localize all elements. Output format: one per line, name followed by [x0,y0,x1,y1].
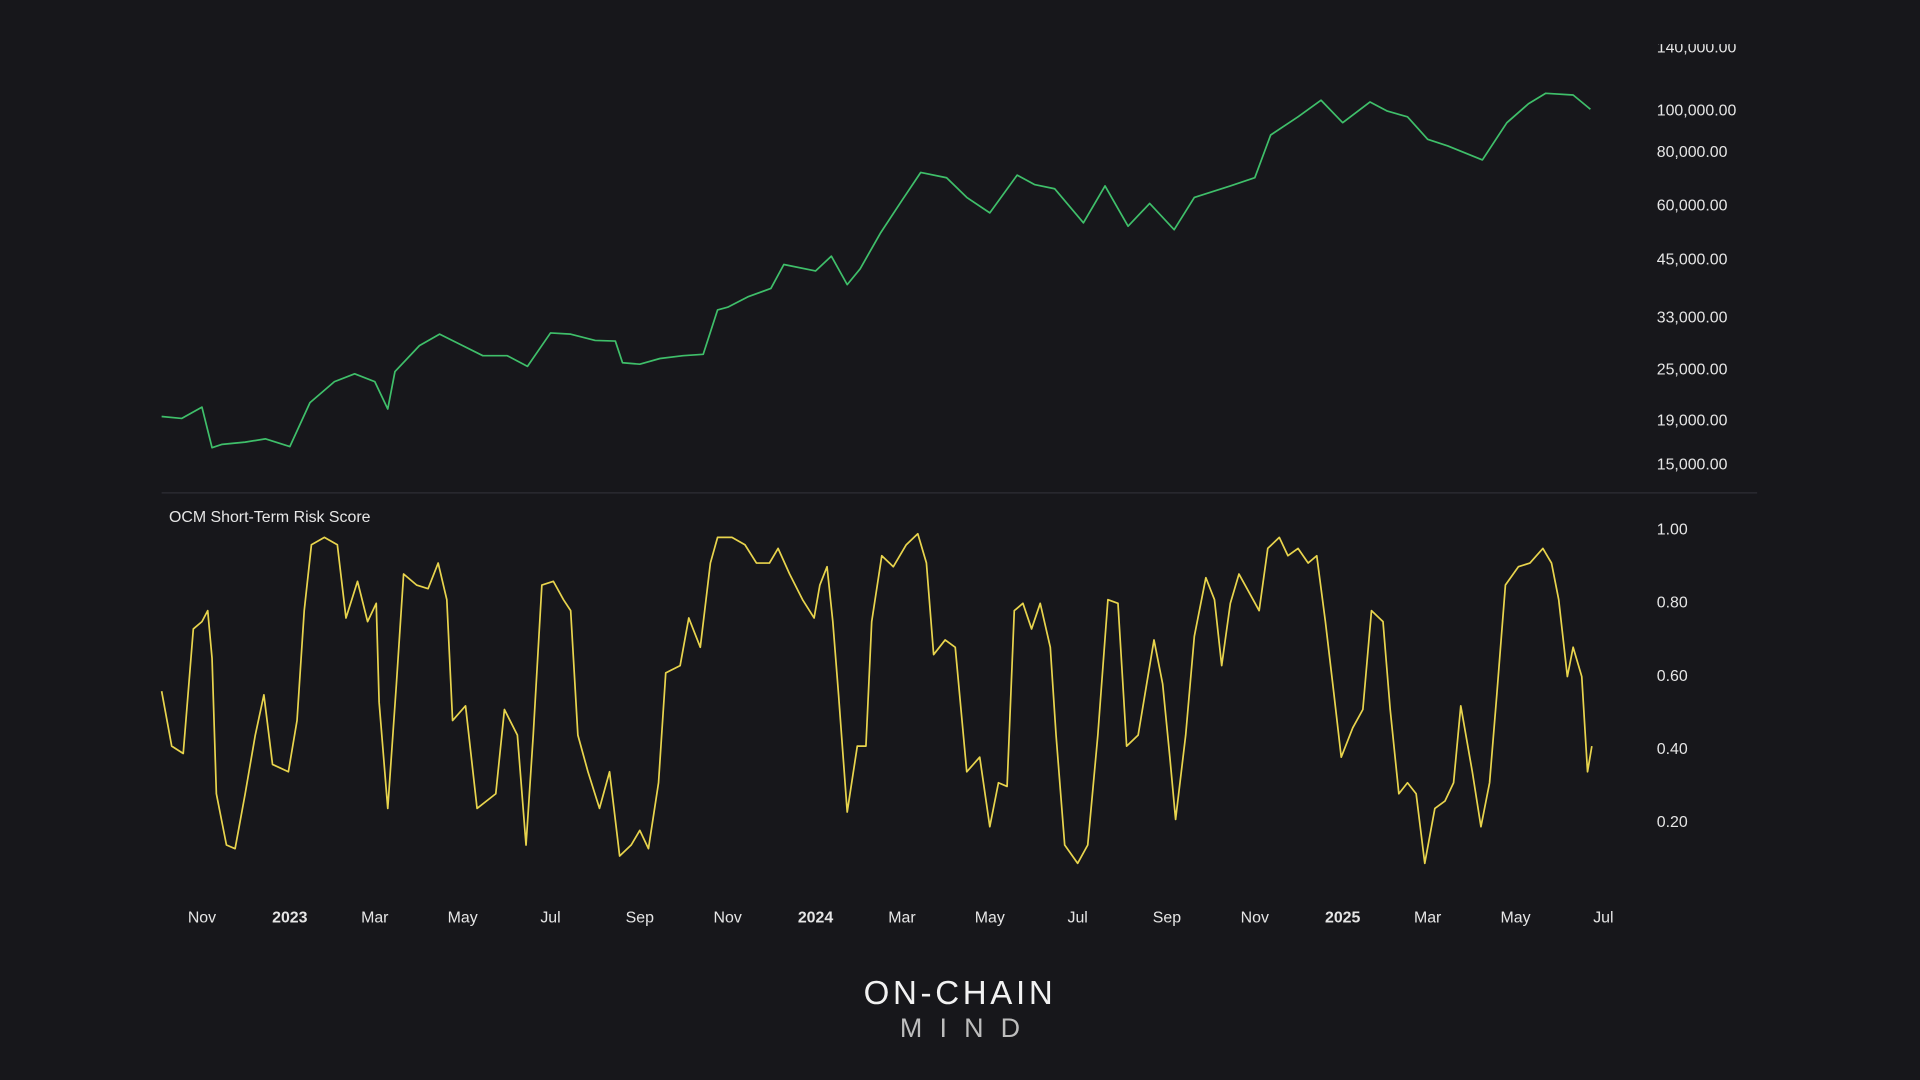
x-tick-label: Nov [714,910,742,927]
x-tick-label: Mar [1414,910,1442,927]
y-tick-label: 0.40 [1657,741,1688,758]
y-tick-label: 0.60 [1657,668,1688,685]
x-tick-label: Nov [188,910,216,927]
y-tick-label: 45,000.00 [1657,251,1728,268]
x-tick-label: 2024 [798,910,834,927]
series-label: OCM Short-Term Risk Score [169,509,371,526]
x-tick-label: 2023 [272,910,308,927]
x-tick-label: Mar [361,910,389,927]
y-tick-label: 33,000.00 [1657,309,1728,326]
series-line [161,92,1591,449]
risk-pane: 0.20 0.40 0.60 0.80 1.00 OCM Short-Term Risk … [160,509,1688,865]
y-tick-label: 15,000.00 [1657,457,1728,474]
x-tick-label: 2025 [1325,910,1361,927]
y-tick-label: 0.80 [1657,595,1688,612]
x-tick-label: May [1500,910,1530,927]
y-tick-label: 19,000.00 [1657,413,1728,430]
x-tick-label: Sep [626,910,654,927]
x-tick-label: Jul [1067,910,1087,927]
logo-sub: MIND [900,1013,1037,1043]
y-tick-label: 60,000.00 [1657,198,1728,215]
x-tick-label: Sep [1153,910,1181,927]
x-tick-label: May [448,910,478,927]
x-tick-label: Jul [540,910,560,927]
y-tick-label: 0.20 [1657,814,1688,831]
x-tick-label: Jul [1593,910,1613,927]
y-tick-label: 1.00 [1657,521,1688,538]
y-tick-label: 140,000.00 [1657,39,1737,56]
logo-name: ON-CHAIN [864,975,1057,1012]
x-tick-label: Nov [1241,910,1269,927]
y-tick-label: 80,000.00 [1657,144,1728,161]
x-tick-label: Mar [888,910,916,927]
x-tick-label: May [975,910,1005,927]
series-line [160,532,1593,865]
y-tick-label: 25,000.00 [1657,361,1728,378]
y-tick-label: 100,000.00 [1657,102,1737,119]
price-pane: 15,000.00 19,000.00 25,000.00 33,000.00 45,0… [161,39,1737,474]
